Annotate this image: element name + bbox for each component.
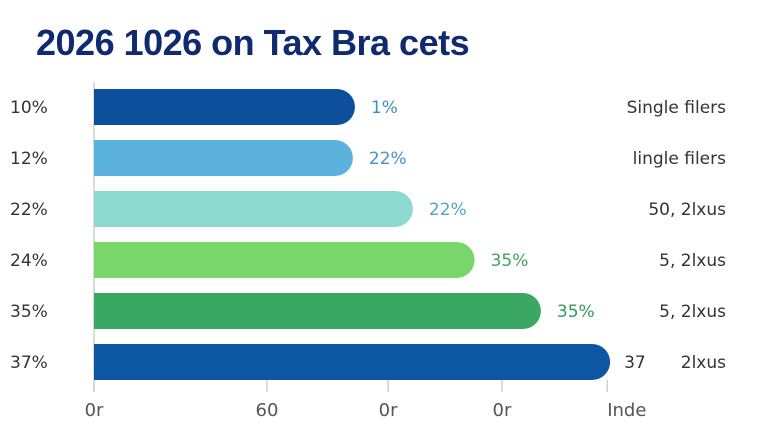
right-label-3: 5, 2lxus	[659, 251, 726, 271]
category-label-2: 22%	[10, 200, 48, 220]
category-label-5: 37%	[10, 353, 48, 373]
right-label-0: Single filers	[627, 98, 727, 118]
x-tick-label-1: 60	[256, 400, 279, 421]
category-label-0: 10%	[10, 98, 48, 118]
x-tick-label-4: Inde	[607, 400, 646, 421]
right-label-2: 50, 2lxus	[648, 200, 726, 220]
bar-3	[94, 242, 475, 278]
data-label-5: 37	[624, 353, 646, 373]
bar-0	[94, 89, 355, 125]
right-label-4: 5, 2lxus	[659, 302, 726, 322]
category-label-4: 35%	[10, 302, 48, 322]
right-label-1: lingle filers	[633, 149, 726, 169]
category-label-1: 12%	[10, 149, 48, 169]
x-tick-label-2: 0r	[379, 400, 398, 421]
data-label-2: 22%	[429, 200, 467, 220]
x-tick-label-3: 0r	[493, 400, 512, 421]
data-label-0: 1%	[371, 98, 398, 118]
bar-1	[94, 140, 353, 176]
data-label-1: 22%	[369, 149, 407, 169]
bar-5	[94, 344, 611, 380]
bar-2	[94, 191, 413, 227]
data-label-3: 35%	[491, 251, 529, 271]
bar-4	[94, 293, 541, 329]
right-label-5: 2lxus	[681, 353, 726, 373]
data-label-4: 35%	[557, 302, 595, 322]
category-label-3: 24%	[10, 251, 48, 271]
x-tick-label-0: 0r	[85, 400, 104, 421]
chart-title: 2026 1026 on Tax Bra cets	[36, 22, 470, 63]
